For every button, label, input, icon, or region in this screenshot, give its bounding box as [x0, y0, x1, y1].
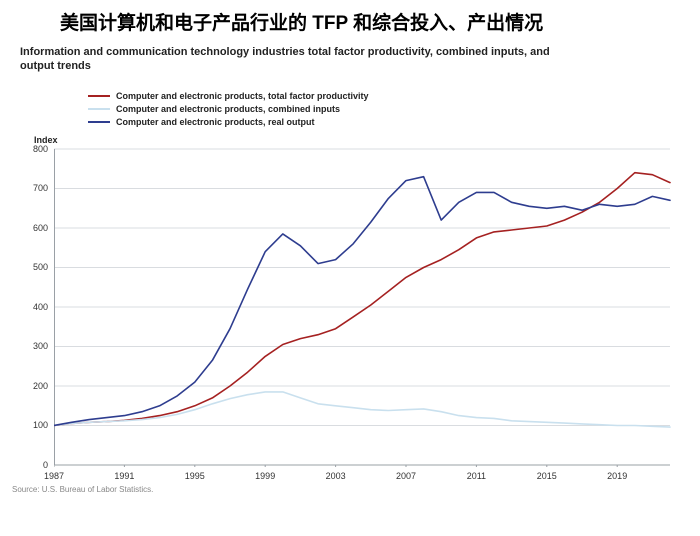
y-tick-label: 200 — [18, 381, 48, 391]
chart-legend: Computer and electronic products, total … — [0, 82, 700, 135]
legend-item: Computer and electronic products, total … — [88, 90, 700, 103]
x-tick-label: 1991 — [114, 471, 134, 481]
x-tick-label: 2007 — [396, 471, 416, 481]
y-tick-label: 800 — [18, 144, 48, 154]
x-tick-label: 1987 — [44, 471, 64, 481]
chart-subtitle: Information and communication technology… — [0, 41, 600, 82]
y-tick-label: 500 — [18, 262, 48, 272]
chart-canvas — [54, 147, 674, 467]
page-title: 美国计算机和电子产品行业的 TFP 和综合投入、产出情况 — [0, 0, 700, 41]
y-tick-label: 700 — [18, 183, 48, 193]
legend-swatch — [88, 108, 110, 110]
x-tick-label: 2011 — [467, 471, 486, 481]
y-tick-label: 100 — [18, 420, 48, 430]
legend-item: Computer and electronic products, real o… — [88, 116, 700, 129]
line-chart: 0100200300400500600700800198719911995199… — [54, 147, 674, 467]
x-tick-label: 1995 — [185, 471, 205, 481]
legend-label: Computer and electronic products, real o… — [116, 117, 315, 127]
y-tick-label: 600 — [18, 223, 48, 233]
y-tick-label: 300 — [18, 341, 48, 351]
legend-item: Computer and electronic products, combin… — [88, 103, 700, 116]
legend-swatch — [88, 95, 110, 97]
x-tick-label: 2015 — [537, 471, 557, 481]
x-tick-label: 2019 — [607, 471, 627, 481]
legend-swatch — [88, 121, 110, 123]
legend-label: Computer and electronic products, combin… — [116, 104, 340, 114]
x-tick-label: 1999 — [255, 471, 275, 481]
legend-label: Computer and electronic products, total … — [116, 91, 369, 101]
y-axis-title: Index — [0, 135, 700, 147]
y-tick-label: 400 — [18, 302, 48, 312]
y-tick-label: 0 — [18, 460, 48, 470]
x-tick-label: 2003 — [326, 471, 346, 481]
source-text: Source: U.S. Bureau of Labor Statistics. — [0, 467, 700, 494]
